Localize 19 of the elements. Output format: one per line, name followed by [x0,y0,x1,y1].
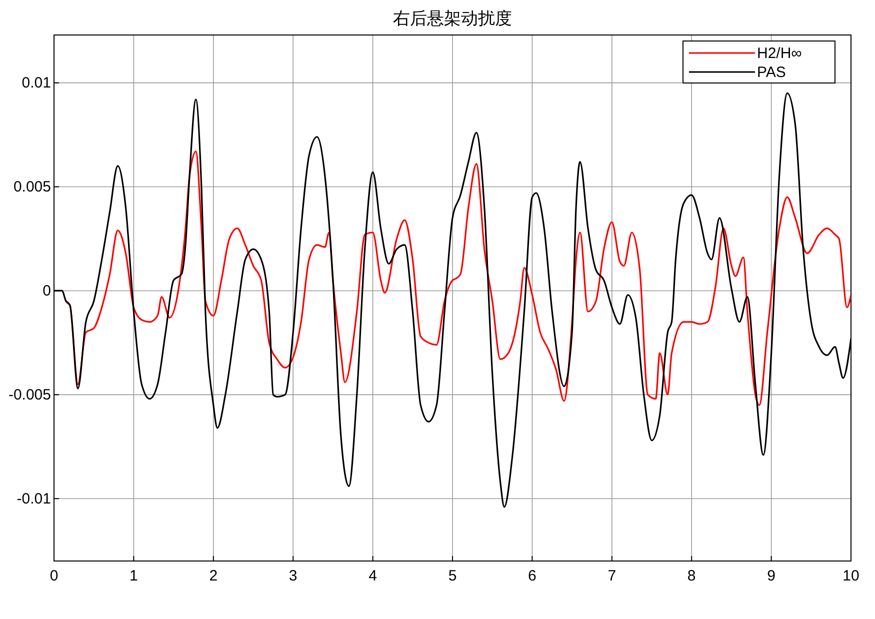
line-series [65,150,851,406]
x-tick-label: 2 [209,568,218,584]
y-tick-label: 0 [42,282,51,300]
legend-label: H2/H∞ [757,45,802,62]
x-tick-label: 6 [528,568,536,584]
x-tick-label: 7 [608,568,616,584]
chart-title: 右后悬架动扰度 [393,9,512,28]
x-tick-label: 8 [687,568,696,584]
x-tick-label: 4 [368,568,377,584]
x-tick-label: 1 [130,568,138,584]
x-tick-label: 3 [288,568,298,584]
y-tick-label: -0.005 [8,386,51,404]
x-tick-label: 9 [767,568,776,584]
y-tick-label: 0.005 [13,178,51,196]
x-tick-label: 5 [448,568,457,584]
legend-label: PAS [757,64,786,81]
y-tick-label: 0.01 [22,74,51,92]
x-tick-label: 10 [842,568,860,584]
y-tick-label: -0.01 [16,490,51,508]
